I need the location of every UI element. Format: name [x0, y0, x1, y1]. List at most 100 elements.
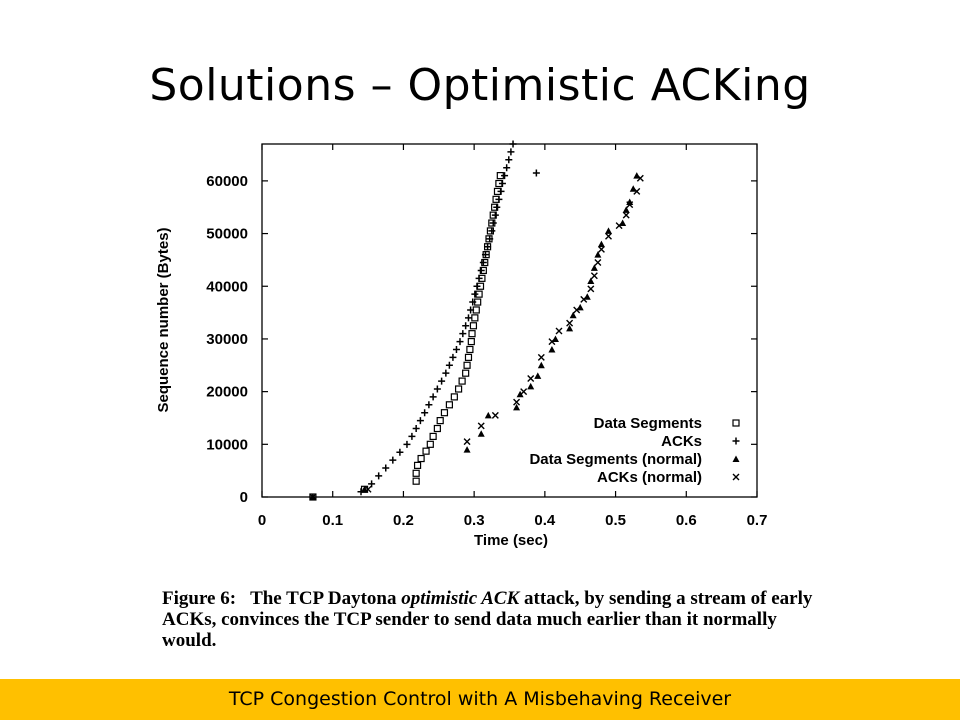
- data-point-plus: [489, 219, 497, 227]
- data-point-x: [520, 388, 528, 396]
- data-point-plus: [438, 377, 446, 385]
- data-point-plus: [509, 140, 517, 148]
- legend-marker: [732, 437, 740, 445]
- caption-text-start: The TCP Daytona: [250, 588, 402, 609]
- x-tick-label: 0: [258, 512, 266, 529]
- data-point-square: [413, 461, 422, 469]
- y-tick-label: 40000: [206, 278, 248, 295]
- data-point-square: [472, 306, 480, 314]
- data-point-triangle: [566, 324, 574, 332]
- data-point-plus: [442, 369, 450, 377]
- y-tick-label: 60000: [206, 173, 248, 190]
- data-point-plus: [459, 330, 467, 338]
- data-point-square: [450, 393, 458, 401]
- data-point-square: [467, 337, 475, 346]
- caption-text-end: attack, by sending a stream of early ACK…: [162, 588, 813, 651]
- x-tick-label: 0.7: [747, 512, 768, 529]
- data-point-x: [309, 493, 317, 501]
- data-point-triangle: [534, 372, 542, 379]
- data-point-plus: [486, 235, 494, 243]
- data-point-triangle: [594, 251, 602, 258]
- data-point-plus: [421, 409, 429, 417]
- data-point-square: [466, 345, 474, 354]
- data-point-triangle: [537, 361, 545, 369]
- data-point-x: [587, 285, 595, 293]
- x-tick-label: 0.6: [676, 512, 697, 529]
- data-point-plus: [507, 148, 515, 156]
- y-tick-label: 20000: [206, 384, 248, 401]
- data-point-plus: [449, 353, 457, 361]
- data-point-plus: [416, 417, 424, 425]
- data-point-x: [594, 259, 602, 267]
- x-tick-label: 0.4: [534, 512, 556, 529]
- footer-text: TCP Congestion Control with A Misbehavin…: [228, 688, 732, 710]
- x-tick-label: 0.3: [464, 512, 485, 529]
- data-point-x: [573, 306, 581, 314]
- data-point-triangle: [463, 446, 471, 453]
- data-point-plus: [445, 361, 453, 369]
- data-point-plus: [503, 164, 511, 172]
- data-point-square: [422, 447, 430, 455]
- data-point-triangle: [569, 311, 577, 319]
- x-axis-label: Time (sec): [474, 532, 548, 549]
- data-point-x: [605, 232, 612, 240]
- legend-marker: [732, 473, 740, 481]
- data-point-square: [464, 353, 473, 361]
- caption-text-italic: optimistic ACK: [401, 588, 520, 609]
- data-point-square: [463, 361, 471, 369]
- data-point-plus: [396, 448, 404, 456]
- data-point-plus: [479, 259, 487, 267]
- data-point-plus: [532, 169, 540, 177]
- data-point-square: [429, 432, 437, 441]
- data-point-x: [566, 319, 574, 327]
- y-tick-label: 0: [240, 489, 248, 506]
- data-point-plus: [452, 345, 460, 353]
- data-point-plus: [368, 480, 376, 488]
- data-point-x: [537, 353, 545, 361]
- legend-marker: [732, 419, 740, 427]
- x-tick-label: 0.2: [393, 512, 414, 529]
- data-point-x: [463, 438, 471, 446]
- data-point-x: [633, 187, 641, 195]
- slide-title: Solutions – Optimistic ACKing: [149, 60, 811, 111]
- chart-marks: [309, 140, 644, 501]
- data-point-x: [615, 222, 623, 230]
- data-point-x: [622, 211, 630, 219]
- data-point-x: [590, 272, 598, 280]
- data-point-x: [597, 245, 605, 253]
- y-axis-label: Sequence number (Bytes): [155, 227, 172, 412]
- chart-axes: 0 0.1 0.2 0.3 0.4 0.5 0.6 0.7 0 10000 20000 30000 40…: [206, 143, 768, 529]
- data-point-triangle: [484, 411, 492, 419]
- data-point-x: [513, 398, 521, 406]
- data-point-plus: [469, 298, 477, 306]
- data-point-x: [527, 374, 535, 382]
- data-point-plus: [481, 251, 489, 259]
- data-point-triangle: [477, 430, 485, 437]
- data-point-square: [426, 440, 434, 448]
- data-point-x: [626, 201, 634, 209]
- data-point-triangle: [605, 227, 612, 234]
- data-point-x: [580, 295, 588, 303]
- data-point-plus: [464, 314, 472, 322]
- data-point-triangle: [587, 277, 595, 284]
- data-point-triangle: [590, 264, 598, 271]
- data-point-plus: [495, 195, 503, 203]
- y-tick-label: 30000: [206, 331, 248, 348]
- data-point-plus: [375, 472, 383, 480]
- data-point-triangle: [516, 390, 524, 398]
- legend-label: ACKs: [661, 433, 702, 450]
- data-point-triangle: [622, 206, 630, 213]
- data-point-triangle: [548, 345, 556, 353]
- data-point-square: [412, 477, 420, 485]
- data-point-square: [440, 409, 449, 417]
- data-point-x: [364, 485, 372, 493]
- data-point-triangle: [513, 403, 521, 411]
- data-point-plus: [505, 156, 513, 164]
- data-point-triangle: [597, 240, 605, 248]
- data-point-x: [548, 338, 556, 346]
- data-point-plus: [491, 211, 499, 219]
- legend-marker: [732, 455, 740, 462]
- data-point-plus: [501, 172, 509, 180]
- data-point-square: [417, 454, 425, 463]
